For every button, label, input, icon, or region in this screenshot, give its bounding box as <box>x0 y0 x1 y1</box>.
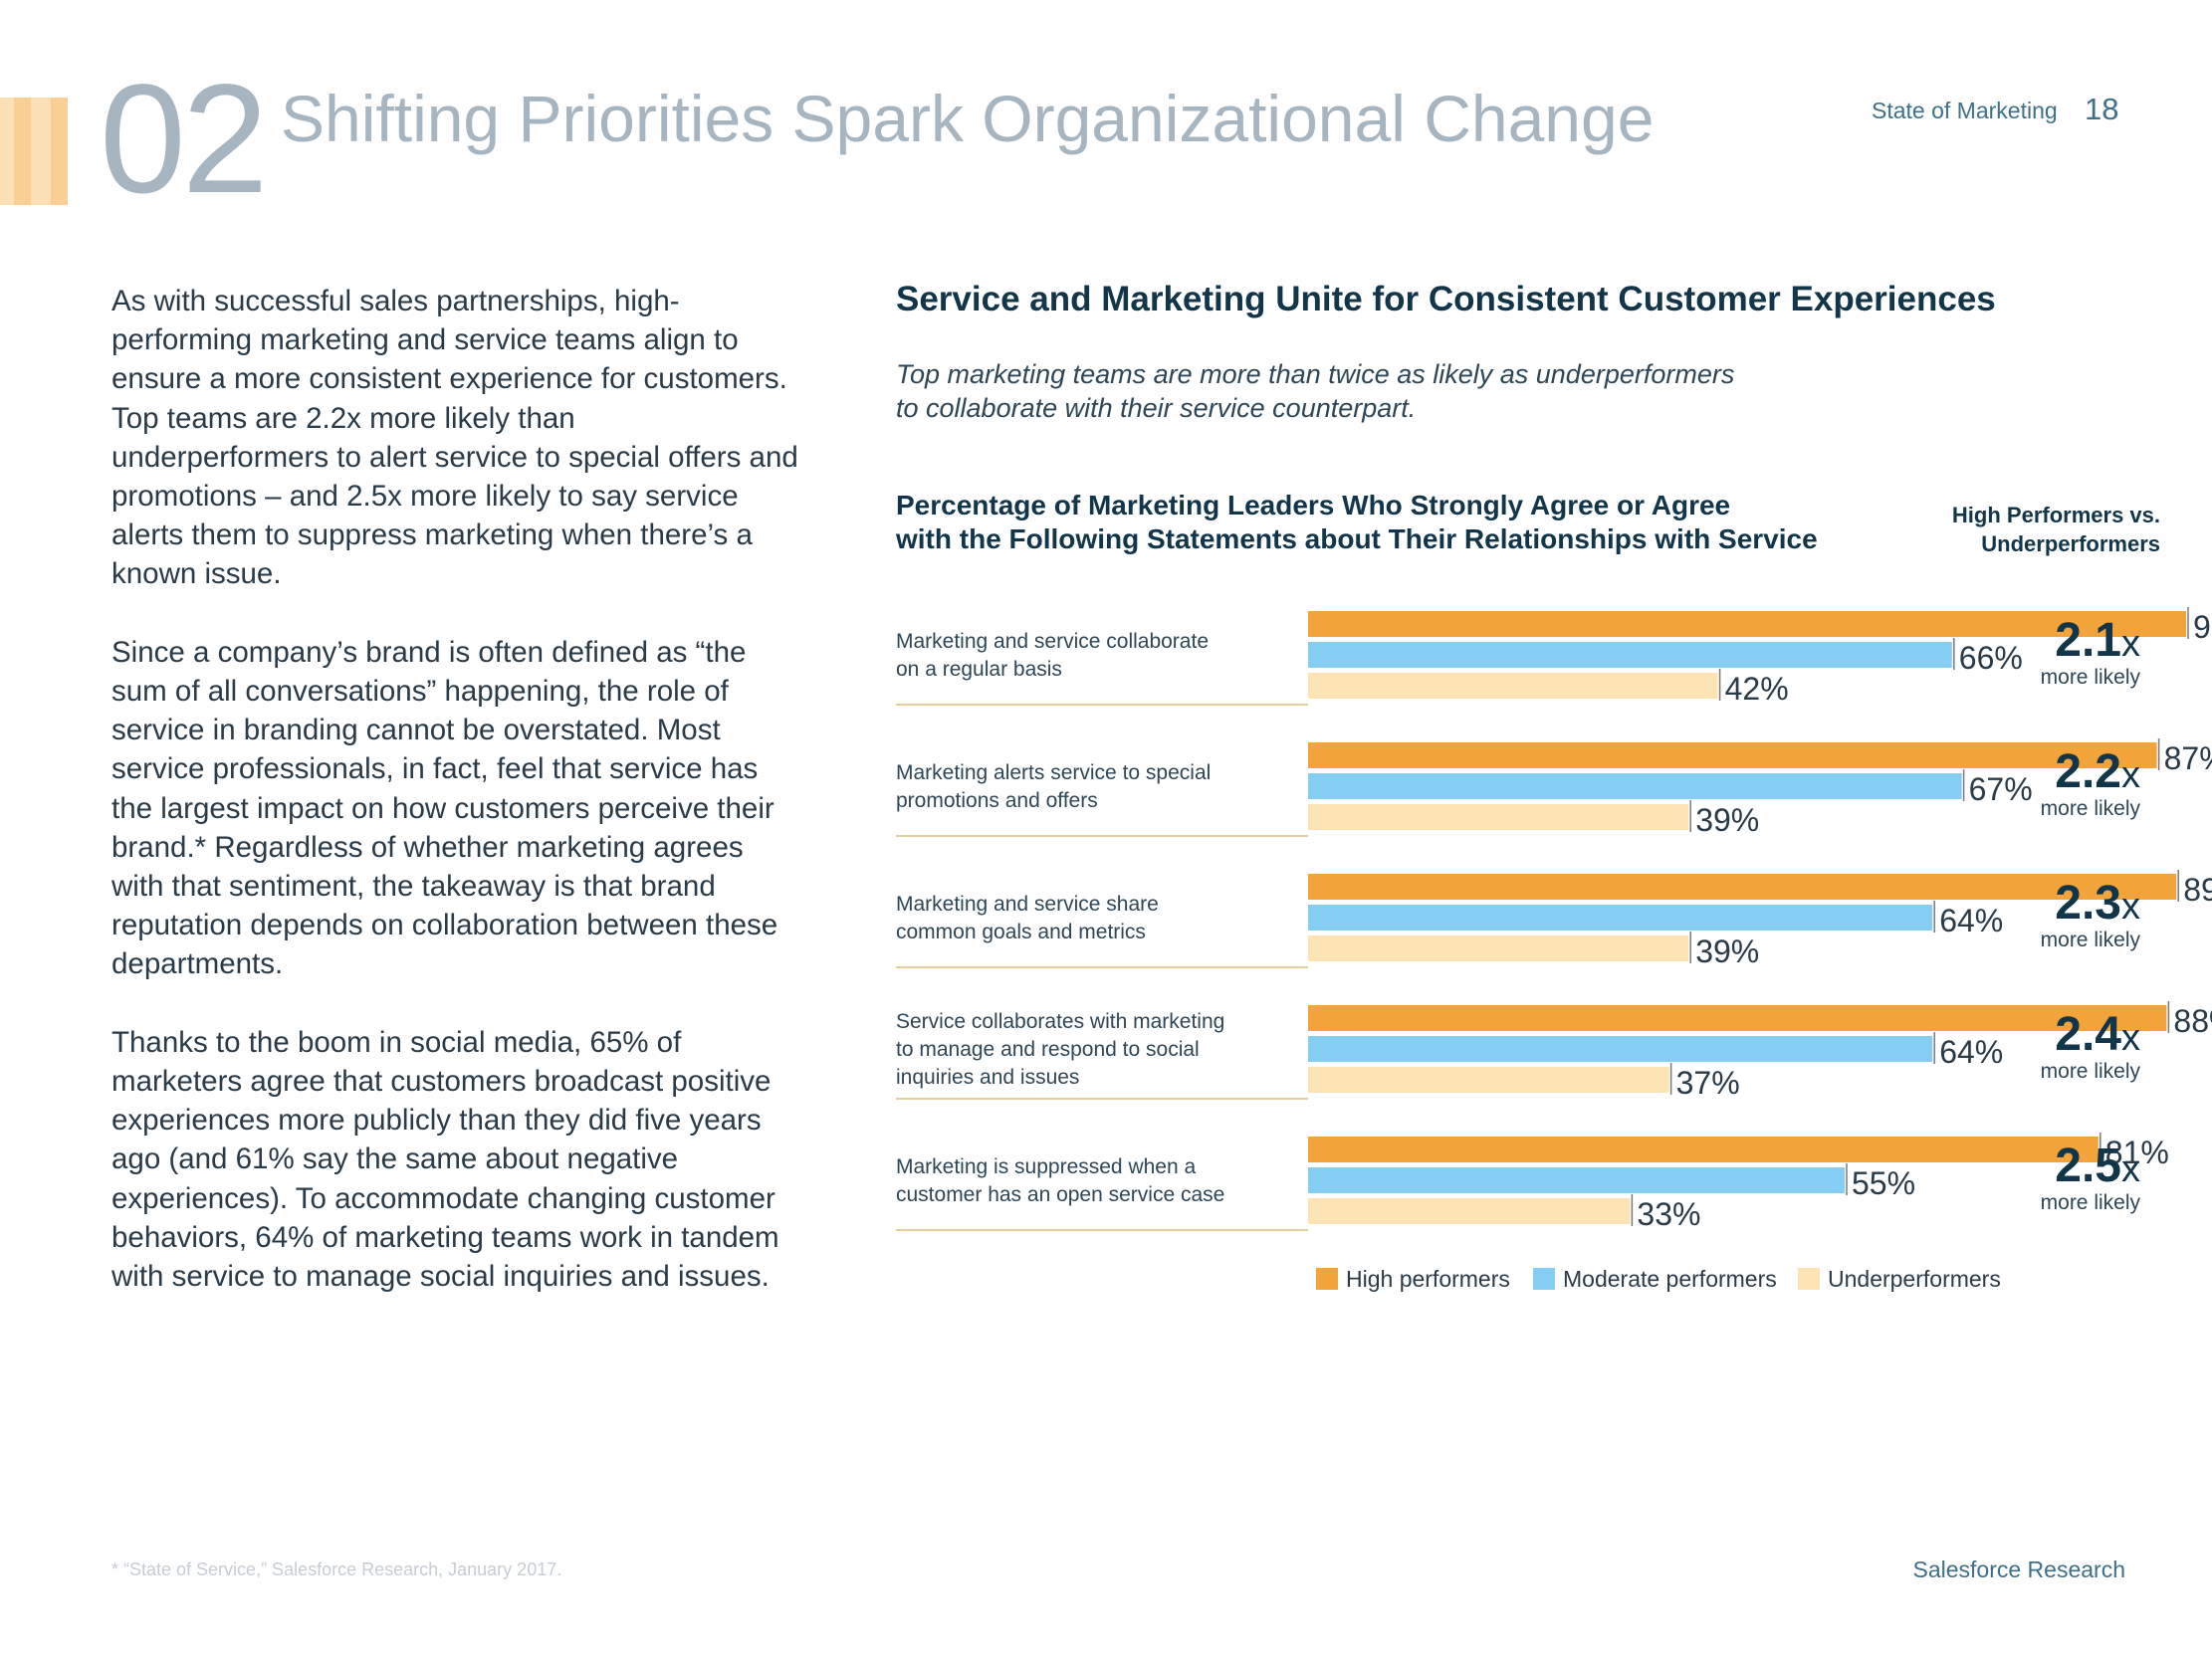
category-label: promotions and offers <box>896 789 1098 812</box>
subtitle-line: Top marketing teams are more than twice … <box>896 359 1735 389</box>
chart-title-line: with the Following Statements about Thei… <box>896 523 1818 554</box>
ratio-caption: more likely <box>2041 929 2141 951</box>
ratio-column-header: High Performers vs. Underperformers <box>1881 501 2160 558</box>
category-label: Marketing and service share <box>896 893 1159 916</box>
legend-label: High performers <box>1346 1266 1510 1292</box>
bar <box>1308 1067 1669 1093</box>
category-label: Marketing alerts service to special <box>896 761 1211 784</box>
bar <box>1308 1005 2167 1031</box>
category-label: on a regular basis <box>896 658 1062 681</box>
data-label: 81% <box>2105 1135 2169 1170</box>
section-heading: Service and Marketing Unite for Consiste… <box>896 280 1996 318</box>
data-label: 89% <box>2183 872 2212 908</box>
ratio-header-line: Underperformers <box>1981 531 2160 556</box>
body-paragraph: Thanks to the boom in social media, 65% … <box>111 1025 779 1294</box>
ratio-value: 2.3x <box>2055 877 2140 930</box>
data-label: 42% <box>1725 671 1789 707</box>
body-paragraph: Since a company’s brand is often defined… <box>111 635 778 981</box>
category-label: common goals and metrics <box>896 921 1146 943</box>
data-label: 37% <box>1676 1065 1740 1101</box>
category-label: to manage and respond to social <box>896 1038 1200 1061</box>
section-title: Shifting Priorities Spark Organizational… <box>281 82 1655 155</box>
data-label: 66% <box>1959 640 2023 676</box>
data-label: 64% <box>1939 1034 2003 1070</box>
legend-swatch <box>1798 1268 1820 1290</box>
ratio-caption: more likely <box>2041 797 2141 820</box>
ratio-caption: more likely <box>2041 1060 2141 1083</box>
data-label: 64% <box>1939 903 2003 938</box>
bar <box>1308 1167 1845 1193</box>
data-label: 90% <box>2193 609 2212 645</box>
bar <box>1308 935 1689 961</box>
chart-title: Percentage of Marketing Leaders Who Stro… <box>896 489 1872 556</box>
bar <box>1308 1036 1933 1062</box>
subtitle-line: to collaborate with their service counte… <box>896 393 1417 423</box>
data-label: 67% <box>1969 771 2033 807</box>
chart-title-line: Percentage of Marketing Leaders Who Stro… <box>896 490 1731 520</box>
legend-label: Underperformers <box>1828 1266 2001 1292</box>
body-paragraph: As with successful sales partnerships, h… <box>111 285 798 591</box>
legend-label: Moderate performers <box>1563 1266 1777 1292</box>
legend-swatch <box>1533 1268 1555 1290</box>
legend-swatch <box>1316 1268 1338 1290</box>
ratio-value: 2.1x <box>2055 614 2140 667</box>
bar <box>1308 1137 2099 1162</box>
category-label: Marketing is suppressed when a <box>896 1155 1196 1178</box>
ratio-caption: more likely <box>2041 666 2141 689</box>
ratio-value: 2.2x <box>2055 745 2140 798</box>
ratio-value: 2.5x <box>2055 1140 2140 1192</box>
running-title: State of Marketing <box>1872 98 2058 123</box>
data-label: 87% <box>2164 740 2212 776</box>
page-number: 18 <box>2085 92 2119 126</box>
section-number: 02 <box>100 53 269 226</box>
category-label: customer has an open service case <box>896 1183 1224 1206</box>
bar <box>1308 1198 1631 1224</box>
bar <box>1308 742 2157 768</box>
bar <box>1308 773 1962 799</box>
bar <box>1308 673 1718 699</box>
data-label: 55% <box>1852 1165 1915 1201</box>
bar <box>1308 642 1952 668</box>
section-subtitle: Top marketing teams are more than twice … <box>896 357 1792 425</box>
bar <box>1308 804 1689 830</box>
ratio-value: 2.4x <box>2055 1008 2140 1061</box>
section-stripes <box>0 98 68 205</box>
bar <box>1308 611 2186 637</box>
footer-brand: Salesforce Research <box>1912 1556 2126 1582</box>
ratio-header-line: High Performers vs. <box>1951 503 2160 527</box>
footnote: * “State of Service,” Salesforce Researc… <box>111 1559 562 1579</box>
category-label: Marketing and service collaborate <box>896 630 1209 653</box>
bar <box>1308 905 1933 931</box>
bar <box>1308 874 2177 900</box>
category-label: Service collaborates with marketing <box>896 1010 1224 1033</box>
ratio-caption: more likely <box>2041 1191 2141 1214</box>
data-label: 39% <box>1695 933 1759 969</box>
category-label: inquiries and issues <box>896 1066 1079 1089</box>
data-label: 33% <box>1637 1196 1700 1232</box>
body-copy: As with successful sales partnerships, h… <box>111 282 798 1335</box>
data-label: 39% <box>1695 802 1759 838</box>
data-label: 88% <box>2173 1003 2212 1039</box>
